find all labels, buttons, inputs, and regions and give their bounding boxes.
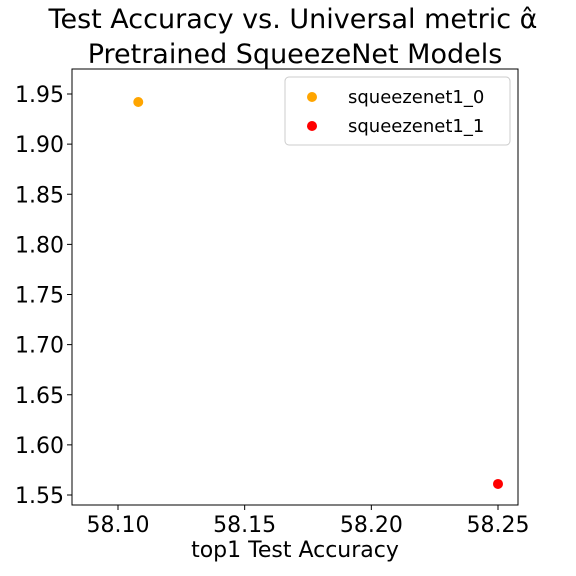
y-tick-label: 1.80 (15, 233, 64, 258)
y-tick-label: 1.70 (15, 334, 64, 359)
x-tick-label: 58.20 (340, 513, 403, 538)
data-point-squeezenet1-1 (493, 478, 503, 489)
chart-title-line-2: Pretrained SqueezeNet Models (88, 39, 503, 70)
x-axis-label: top1 Test Accuracy (191, 538, 399, 563)
y-axis: 1.55 1.60 1.65 1.70 1.75 1.80 1.85 1.90 1.95 (15, 83, 72, 509)
y-tick-label: 1.85 (15, 183, 64, 208)
x-axis: 58.10 58.15 58.20 58.25 (87, 505, 530, 538)
x-tick-label: 58.10 (87, 513, 150, 538)
legend-label-squeezenet1-1: squeezenet1_1 (348, 116, 484, 137)
y-tick-label: 1.60 (15, 434, 64, 459)
y-tick-label: 1.90 (15, 133, 64, 158)
legend-marker-squeezenet1-0 (307, 92, 317, 102)
data-points (133, 97, 503, 489)
x-tick-label: 58.25 (467, 513, 530, 538)
plot-area-frame (71, 68, 519, 506)
legend-marker-squeezenet1-1 (307, 121, 317, 131)
y-tick-label: 1.65 (15, 384, 64, 409)
legend-label-squeezenet1-0: squeezenet1_0 (348, 87, 484, 108)
legend-box (284, 76, 511, 146)
legend: squeezenet1_0 squeezenet1_1 (284, 76, 511, 146)
y-tick-label: 1.55 (15, 484, 64, 509)
y-tick-label: 1.75 (15, 284, 64, 309)
chart-title-line-1: Test Accuracy vs. Universal metric α̂ (48, 4, 538, 35)
data-point-squeezenet1-0 (133, 97, 144, 108)
y-tick-label: 1.95 (15, 83, 64, 108)
x-tick-label: 58.15 (213, 513, 276, 538)
